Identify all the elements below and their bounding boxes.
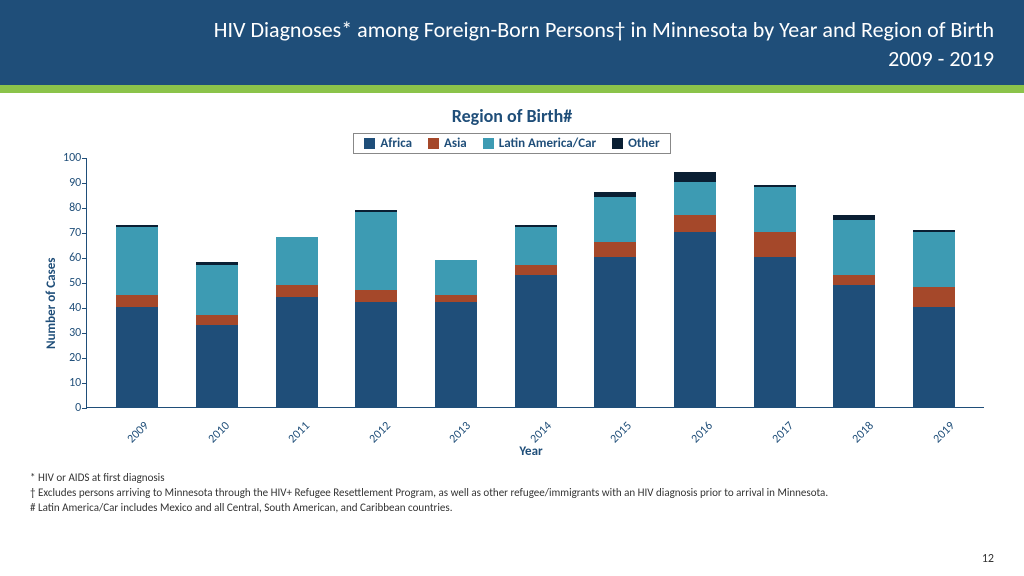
- y-tick-mark: [82, 333, 87, 334]
- bar-segment-latin: [116, 227, 158, 295]
- y-tick-mark: [82, 283, 87, 284]
- bar-segment-asia: [116, 295, 158, 308]
- page-number: 12: [982, 552, 994, 566]
- bar: [196, 262, 238, 407]
- y-axis-label: Number of Cases: [40, 158, 63, 408]
- bar-segment-latin: [913, 232, 955, 287]
- bar-segment-latin: [355, 212, 397, 290]
- title-line2: 2009 - 2019: [30, 45, 994, 74]
- legend-swatch: [483, 138, 494, 149]
- bar-segment-africa: [833, 285, 875, 408]
- footnote-3: # Latin America/Car includes Mexico and …: [30, 501, 994, 516]
- legend-swatch: [612, 138, 623, 149]
- legend: Africa Asia Latin America/Car Other: [353, 133, 670, 154]
- bar-segment-latin: [196, 265, 238, 315]
- bar-segment-latin: [833, 220, 875, 275]
- bar: [515, 225, 557, 408]
- bar-segment-asia: [276, 285, 318, 298]
- bar-segment-africa: [594, 257, 636, 407]
- bar: [116, 225, 158, 408]
- y-tick-mark: [82, 258, 87, 259]
- bar: [913, 230, 955, 408]
- legend-item: Africa: [364, 136, 412, 151]
- y-tick-mark: [82, 383, 87, 384]
- bar-segment-africa: [674, 232, 716, 407]
- bar: [276, 237, 318, 407]
- accent-bar: [0, 85, 1024, 93]
- bar-segment-africa: [435, 302, 477, 407]
- bar-segment-africa: [116, 307, 158, 407]
- bar-segment-africa: [355, 302, 397, 407]
- bar-segment-asia: [913, 287, 955, 307]
- y-tick-mark: [82, 308, 87, 309]
- legend-label: Latin America/Car: [499, 136, 596, 151]
- legend-swatch: [364, 138, 375, 149]
- y-tick-mark: [82, 358, 87, 359]
- bar-segment-latin: [276, 237, 318, 285]
- bar-segment-asia: [594, 242, 636, 257]
- legend-item: Other: [612, 136, 659, 151]
- bar-segment-africa: [515, 275, 557, 408]
- y-tick-mark: [82, 233, 87, 234]
- legend-item: Latin America/Car: [483, 136, 596, 151]
- bars-area: [86, 158, 984, 408]
- bar: [754, 185, 796, 408]
- footnotes: * HIV or AIDS at first diagnosis † Exclu…: [0, 465, 1024, 522]
- plot-area: Number of Cases 1009080706050403020100: [40, 158, 984, 408]
- legend-label: Africa: [380, 136, 412, 151]
- bar-segment-asia: [833, 275, 875, 285]
- y-tick-mark: [82, 408, 87, 409]
- y-tick-mark: [82, 183, 87, 184]
- bar-segment-asia: [515, 265, 557, 275]
- footnote-2: † Excludes persons arriving to Minnesota…: [30, 486, 994, 501]
- bar: [594, 192, 636, 407]
- bar-segment-other: [674, 172, 716, 182]
- y-tick-mark: [82, 158, 87, 159]
- bar-segment-africa: [913, 307, 955, 407]
- legend-label: Asia: [444, 136, 467, 151]
- bar-segment-africa: [196, 325, 238, 408]
- bar: [674, 172, 716, 407]
- bar: [833, 215, 875, 408]
- bar-segment-asia: [196, 315, 238, 325]
- bar-segment-africa: [276, 297, 318, 407]
- bar-segment-latin: [594, 197, 636, 242]
- legend-item: Asia: [428, 136, 467, 151]
- chart-container: Region of Birth# Africa Asia Latin America…: [0, 93, 1024, 465]
- bar-segment-asia: [435, 295, 477, 303]
- bar: [355, 210, 397, 408]
- y-tick-mark: [82, 208, 87, 209]
- legend-label: Other: [628, 136, 659, 151]
- footnote-1: * HIV or AIDS at first diagnosis: [30, 471, 994, 486]
- bar-segment-latin: [515, 227, 557, 265]
- x-axis-ticks: 2009201020112012201320142015201620172018…: [78, 408, 984, 426]
- chart-title: Region of Birth#: [40, 105, 984, 127]
- bar-segment-latin: [435, 260, 477, 295]
- bar-segment-africa: [754, 257, 796, 407]
- slide-header: HIV Diagnoses* among Foreign-Born Person…: [0, 0, 1024, 85]
- bar-segment-asia: [674, 215, 716, 233]
- title-line1: HIV Diagnoses* among Foreign-Born Person…: [30, 16, 994, 45]
- bar-segment-latin: [754, 187, 796, 232]
- bar-segment-asia: [355, 290, 397, 303]
- bar-segment-asia: [754, 232, 796, 257]
- legend-swatch: [428, 138, 439, 149]
- bar-segment-latin: [674, 182, 716, 215]
- bar: [435, 260, 477, 408]
